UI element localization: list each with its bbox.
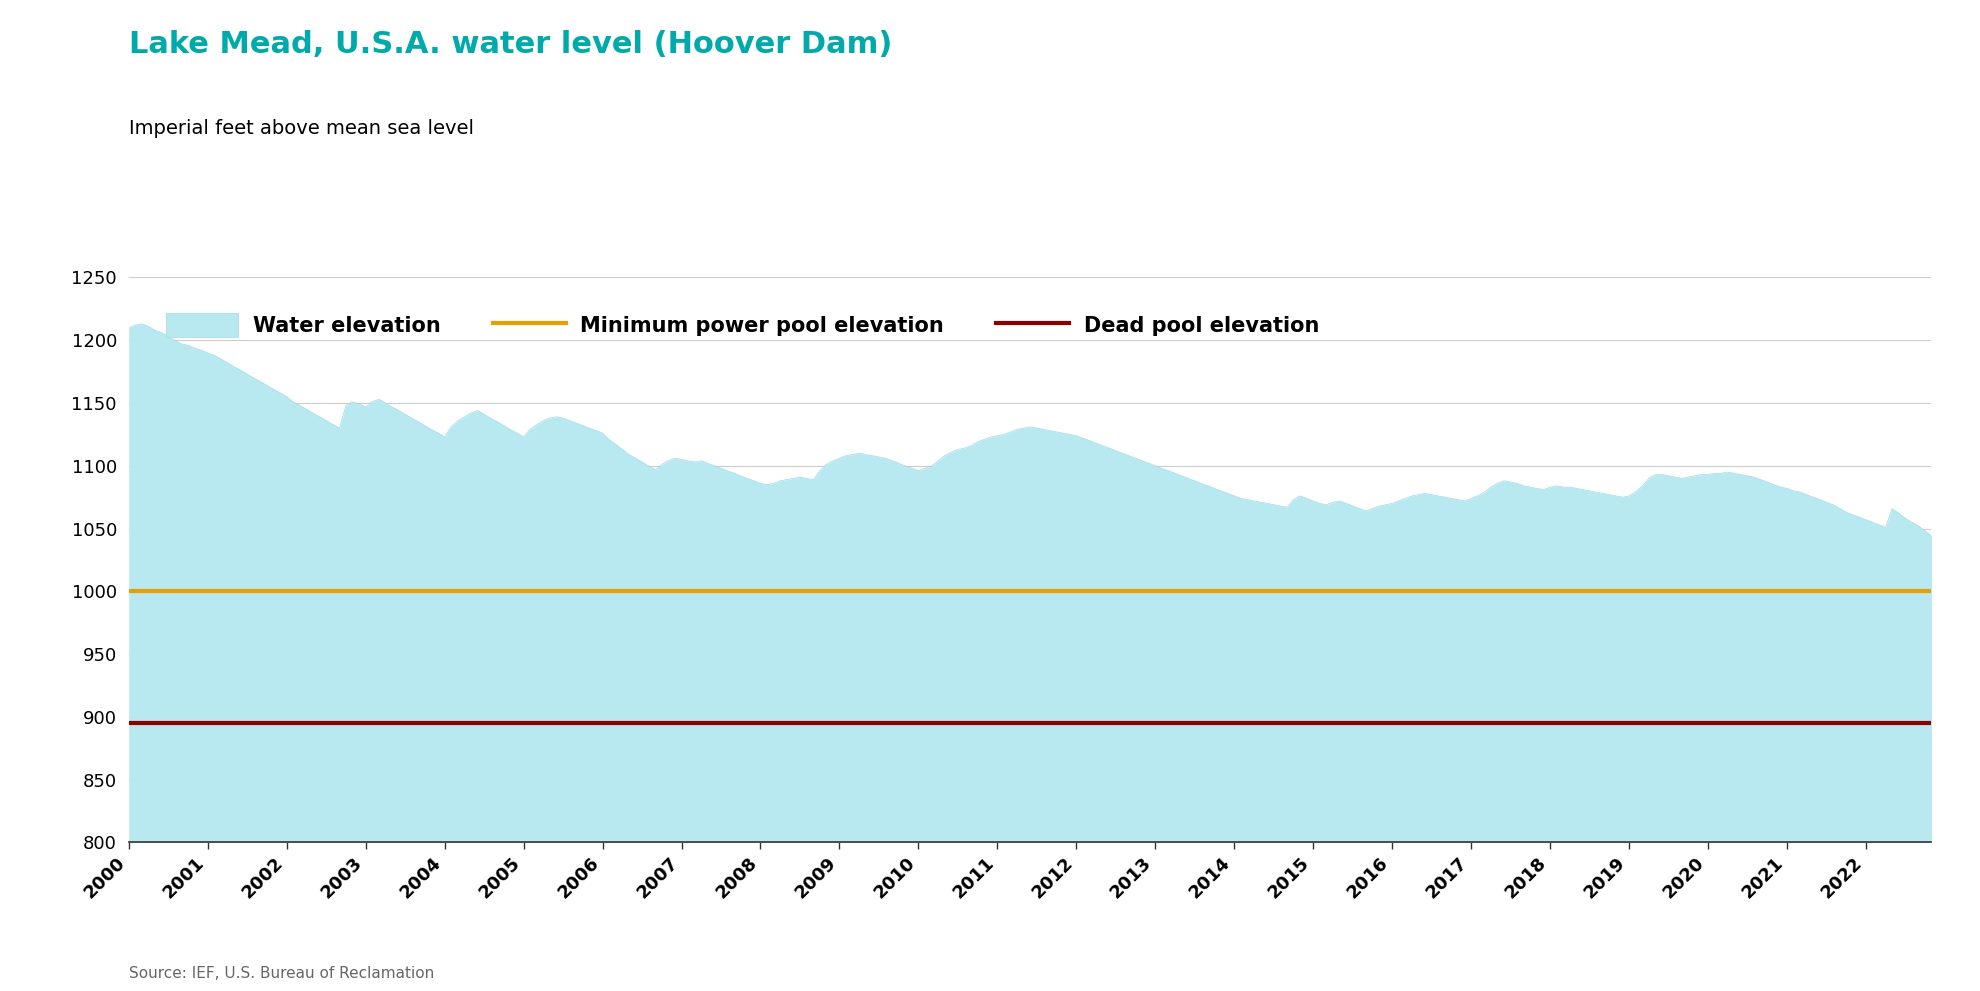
Legend: Water elevation, Minimum power pool elevation, Dead pool elevation: Water elevation, Minimum power pool elev… [156,305,1327,346]
Text: Source: IEF, U.S. Bureau of Reclamation: Source: IEF, U.S. Bureau of Reclamation [129,966,434,981]
Text: Lake Mead, U.S.A. water level (Hoover Dam): Lake Mead, U.S.A. water level (Hoover Da… [129,30,891,58]
Text: Imperial feet above mean sea level: Imperial feet above mean sea level [129,119,473,138]
